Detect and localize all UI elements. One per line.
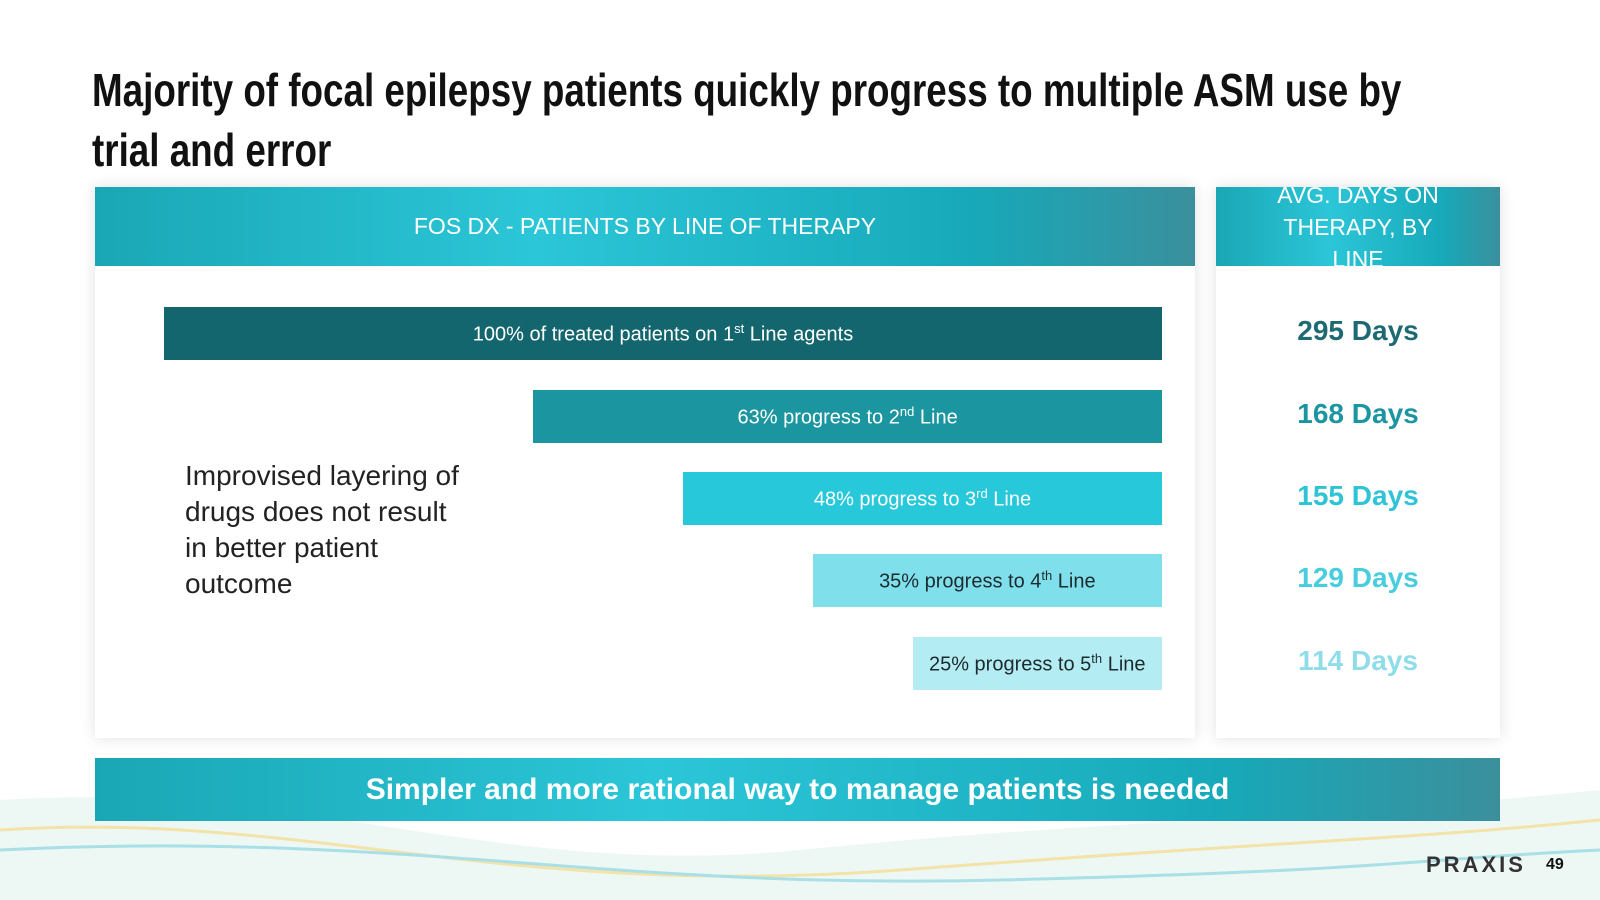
label-part: Line	[914, 406, 958, 429]
logo: PRAXIS	[1426, 852, 1526, 877]
bar-label: 25% progress to 5th Line	[929, 651, 1146, 677]
right-panel: AVG. DAYS ON THERAPY, BY LINE	[1216, 182, 1500, 738]
bar-label: 63% progress to 2nd Line	[738, 404, 958, 430]
label-part: rd	[976, 485, 988, 501]
bar: 63% progress to 2nd Line	[533, 390, 1162, 443]
bar: 100% of treated patients on 1st Line age…	[164, 307, 1162, 360]
label-part: 100% of treated patients on 1	[472, 323, 735, 346]
label-part: 35% progress to 4	[879, 570, 1042, 593]
bar: 25% progress to 5th Line	[912, 637, 1162, 690]
page-number: 49	[1546, 856, 1564, 873]
background-wave	[0, 790, 1600, 900]
label-part: th	[1091, 650, 1103, 666]
days-on-therapy: 168 Days	[1297, 398, 1419, 429]
banner: Simpler and more rational way to manage …	[95, 758, 1500, 821]
label-part: Line	[1102, 653, 1146, 676]
panel-header: FOS DX - PATIENTS BY LINE OF THERAPY	[95, 187, 1195, 266]
bar: 48% progress to 3rd Line	[682, 472, 1162, 525]
slide-title: Majority of focal epilepsy patients quic…	[92, 64, 1402, 176]
bar-label: 100% of treated patients on 1st Line age…	[473, 321, 853, 347]
label-part: Line	[987, 488, 1032, 511]
bar-label: 35% progress to 4th Line	[879, 568, 1096, 594]
label-part: Line	[1052, 570, 1096, 593]
side-note: Improvised layering of drugs does not re…	[185, 460, 459, 599]
bar-label: 48% progress to 3rd Line	[814, 486, 1031, 512]
days-on-therapy: 155 Days	[1297, 480, 1419, 511]
days-on-therapy: 295 Days	[1297, 315, 1419, 346]
label-part: st	[734, 320, 745, 336]
label-part: nd	[899, 403, 915, 419]
days-on-therapy: 129 Days	[1297, 562, 1419, 593]
label-part: 63% progress to 2	[737, 406, 900, 429]
label-part: th	[1041, 567, 1053, 583]
days-on-therapy: 114 Days	[1298, 645, 1418, 676]
panel-header: AVG. DAYS ON THERAPY, BY LINE	[1216, 182, 1500, 272]
label-part: 25% progress to 5	[928, 653, 1092, 676]
label-part: 48% progress to 3	[813, 488, 977, 511]
label-part: Line agents	[744, 323, 854, 346]
bar: 35% progress to 4th Line	[812, 554, 1162, 607]
